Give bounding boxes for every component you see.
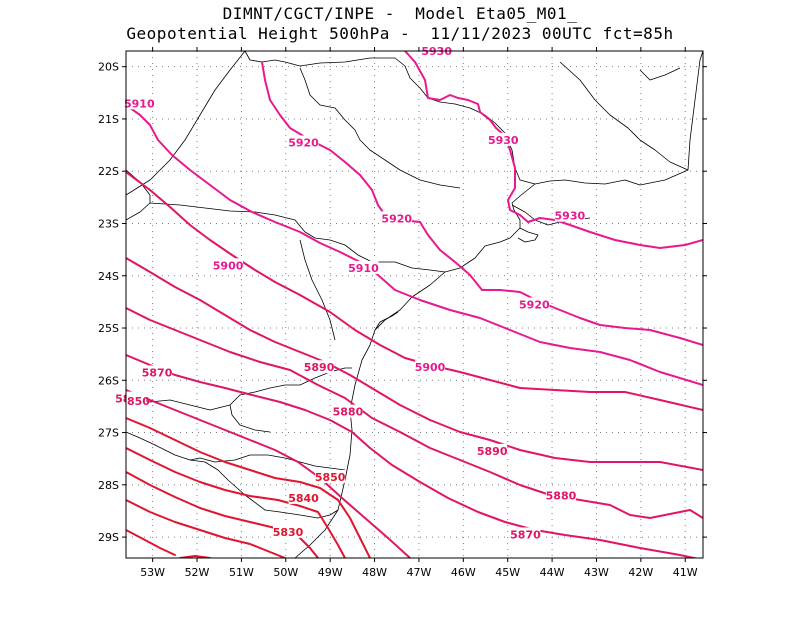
contour-label: 5870 — [142, 366, 173, 379]
contour-label: 5870 — [510, 528, 541, 541]
contour-label: 5910 — [124, 97, 155, 110]
contour-label: 5890 — [477, 445, 508, 458]
contour-label: 5840 — [288, 492, 319, 505]
lat-tick-label: 25S — [98, 322, 119, 335]
contour-label-bg — [126, 394, 146, 408]
contour-label: 5880 — [333, 406, 364, 419]
contour-5830 — [126, 471, 319, 558]
contour-5920 — [261, 61, 703, 346]
contour-label: 5890 — [304, 361, 335, 374]
plot-frame — [125, 50, 704, 559]
contour-5900 — [126, 171, 703, 411]
state-border-ms-sp — [126, 51, 246, 196]
lat-tick-label: 23S — [98, 217, 119, 230]
contour-5910 — [126, 104, 703, 386]
contour-label: 5920 — [519, 299, 550, 312]
contour-label: 5920 — [288, 136, 319, 149]
contour-5840 — [126, 447, 346, 558]
lon-tick-label: 50W — [273, 566, 298, 579]
contour-5820 — [126, 499, 286, 558]
contour-label: 5850 — [315, 471, 346, 484]
contour-label-bg — [288, 135, 319, 149]
contour-5930 — [404, 51, 703, 249]
contour-label-bg — [381, 211, 412, 225]
lat-tick-label: 20S — [98, 61, 119, 74]
state-border-sp-pr — [149, 202, 446, 273]
contour-label-bg — [519, 297, 550, 311]
contour-label-bg — [288, 490, 319, 504]
contour-label-bg — [348, 260, 379, 274]
contour-label-bg — [124, 96, 155, 110]
lon-tick-label: 41W — [673, 566, 698, 579]
state-border-sc-rs — [189, 454, 346, 471]
lon-tick-label: 52W — [185, 566, 210, 579]
contour-5850 — [126, 417, 371, 558]
lat-tick-label: 28S — [98, 479, 119, 492]
lon-tick-label: 48W — [362, 566, 387, 579]
axis-ticks: 20S 21S 22S 23S 24S 25S 26S 27S 28S 29S 53W 52W 51W 5… — [98, 47, 707, 579]
contour-label: 5930 — [555, 210, 586, 223]
contour-lines — [126, 51, 703, 558]
contour-5880 — [126, 307, 703, 519]
contour-label-bg — [142, 365, 173, 379]
contour-label-bg — [477, 443, 508, 457]
coastline — [294, 51, 703, 558]
state-border-mg — [244, 51, 536, 185]
border-minor — [229, 239, 336, 433]
contour-label-bg — [545, 488, 576, 502]
contour-label-bg — [415, 360, 446, 374]
contour-label: 5830 — [273, 526, 304, 539]
contour-5860 — [126, 389, 411, 558]
lat-lon-grid — [126, 51, 703, 558]
contour-label: 5900 — [213, 259, 244, 272]
contour-label-bg — [315, 469, 346, 483]
chart-title-line-2: Geopotential Height 500hPa - 11/11/2023 … — [126, 24, 674, 43]
lon-tick-label: 51W — [229, 566, 254, 579]
lon-tick-label: 42W — [628, 566, 653, 579]
contour-label: 5930 — [488, 134, 519, 147]
lon-tick-label: 45W — [495, 566, 520, 579]
contour-5810 — [126, 529, 211, 558]
contour-5870 — [126, 354, 699, 558]
lon-tick-label: 53W — [140, 566, 165, 579]
contour-5890 — [126, 257, 703, 471]
paranagua-bay — [374, 311, 399, 331]
lat-tick-label: 29S — [98, 531, 119, 544]
border-argentina — [126, 431, 339, 519]
border-paraguay — [126, 169, 151, 221]
contour-label-bg — [213, 258, 244, 272]
political-borders — [126, 51, 703, 558]
contour-label-bg — [304, 360, 335, 374]
lon-tick-label: 44W — [540, 566, 565, 579]
contour-label-edge: 850 — [127, 395, 150, 408]
lat-tick-label: 27S — [98, 427, 119, 440]
contour-label-bg — [554, 208, 585, 222]
lat-tick-label: 21S — [98, 113, 119, 126]
lon-tick-label: 43W — [584, 566, 609, 579]
lon-tick-label: 49W — [318, 566, 343, 579]
chart-title-line-1: DIMNT/CGCT/INPE - Model Eta05_M01_ — [222, 4, 578, 23]
contour-label: 5920 — [381, 212, 412, 225]
contour-label-bg — [273, 524, 304, 538]
contour-label-bg — [510, 527, 541, 541]
lon-tick-label: 46W — [451, 566, 476, 579]
lon-tick-label: 47W — [407, 566, 432, 579]
contour-label: 5880 — [546, 489, 577, 502]
lat-tick-label: 22S — [98, 165, 119, 178]
contour-label: 5910 — [348, 262, 379, 275]
contour-label-bg — [488, 132, 519, 146]
border-minor-3 — [559, 61, 689, 171]
contour-label: 5900 — [415, 361, 446, 374]
state-border-pr-sc — [126, 367, 352, 411]
border-minor-2 — [299, 67, 461, 189]
contour-labels: 5930593059305910592059205920591059005900… — [115, 44, 585, 541]
lat-tick-label: 26S — [98, 374, 119, 387]
contour-label-bg — [332, 404, 363, 418]
lat-tick-label: 24S — [98, 270, 119, 283]
